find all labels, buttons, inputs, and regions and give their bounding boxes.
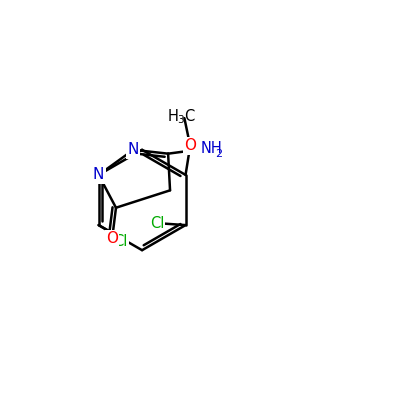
Text: Cl: Cl <box>114 234 128 249</box>
Text: 2: 2 <box>215 149 222 159</box>
Text: Cl: Cl <box>150 216 164 231</box>
Text: C: C <box>184 109 194 124</box>
Text: N: N <box>128 142 139 157</box>
Text: H: H <box>167 109 178 124</box>
Text: O: O <box>106 231 118 246</box>
Text: N: N <box>93 168 104 182</box>
Text: 3: 3 <box>177 115 184 125</box>
Text: NH: NH <box>201 141 223 156</box>
Text: O: O <box>184 138 196 154</box>
